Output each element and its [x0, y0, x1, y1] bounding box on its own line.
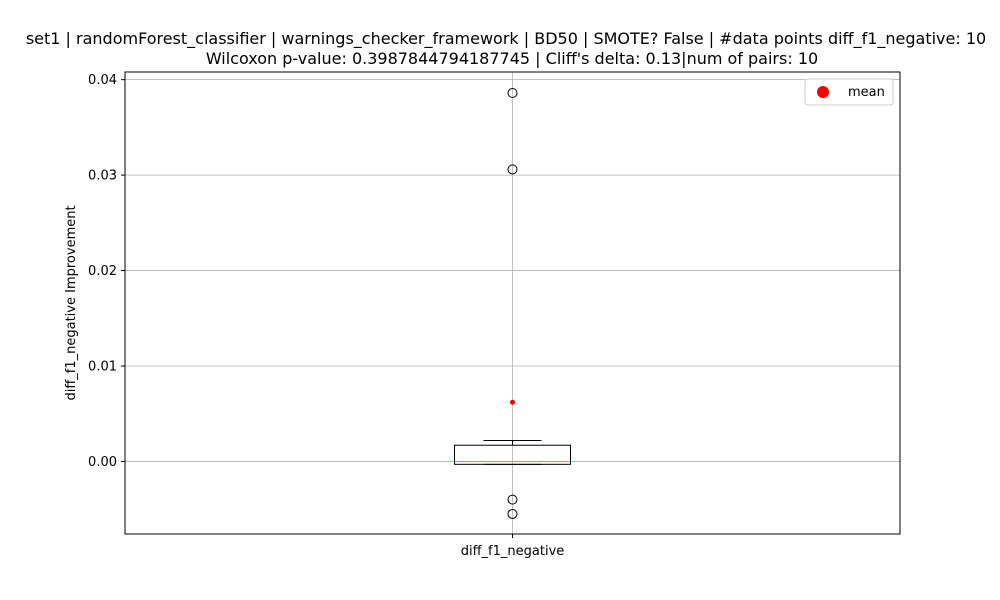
box-group	[454, 88, 571, 519]
mean-point	[510, 399, 515, 405]
y-tick-label: 0.00	[88, 455, 117, 470]
y-tick-label: 0.04	[88, 73, 117, 88]
legend-frame	[804, 78, 894, 106]
y-axis-ticks: 0.00 0.01 0.02 0.03 0.04	[88, 73, 125, 470]
x-tick-label: diff_f1_negative	[461, 544, 565, 559]
y-tick-label: 0.02	[88, 264, 117, 279]
outlier-point	[507, 88, 518, 98]
x-axis-ticks: diff_f1_negative	[461, 534, 565, 559]
chart-title-line-2: Wilcoxon p-value: 0.3987844794187745 | C…	[206, 49, 818, 68]
outlier-point	[507, 494, 518, 505]
box-iqr	[454, 444, 571, 465]
grid-lines	[125, 72, 900, 534]
y-tick-label: 0.01	[88, 360, 117, 375]
legend: mean	[804, 78, 894, 106]
outlier-point	[507, 508, 518, 519]
chart-title-line-1: set1 | randomForest_classifier | warning…	[26, 29, 986, 49]
plot-area-frame	[124, 71, 901, 535]
legend-mean-label: mean	[848, 85, 885, 100]
y-axis-label: diff_f1_negative Improvement	[64, 205, 79, 400]
y-tick-label: 0.03	[88, 169, 117, 184]
outlier-point	[507, 164, 518, 175]
legend-mean-marker	[817, 86, 829, 98]
